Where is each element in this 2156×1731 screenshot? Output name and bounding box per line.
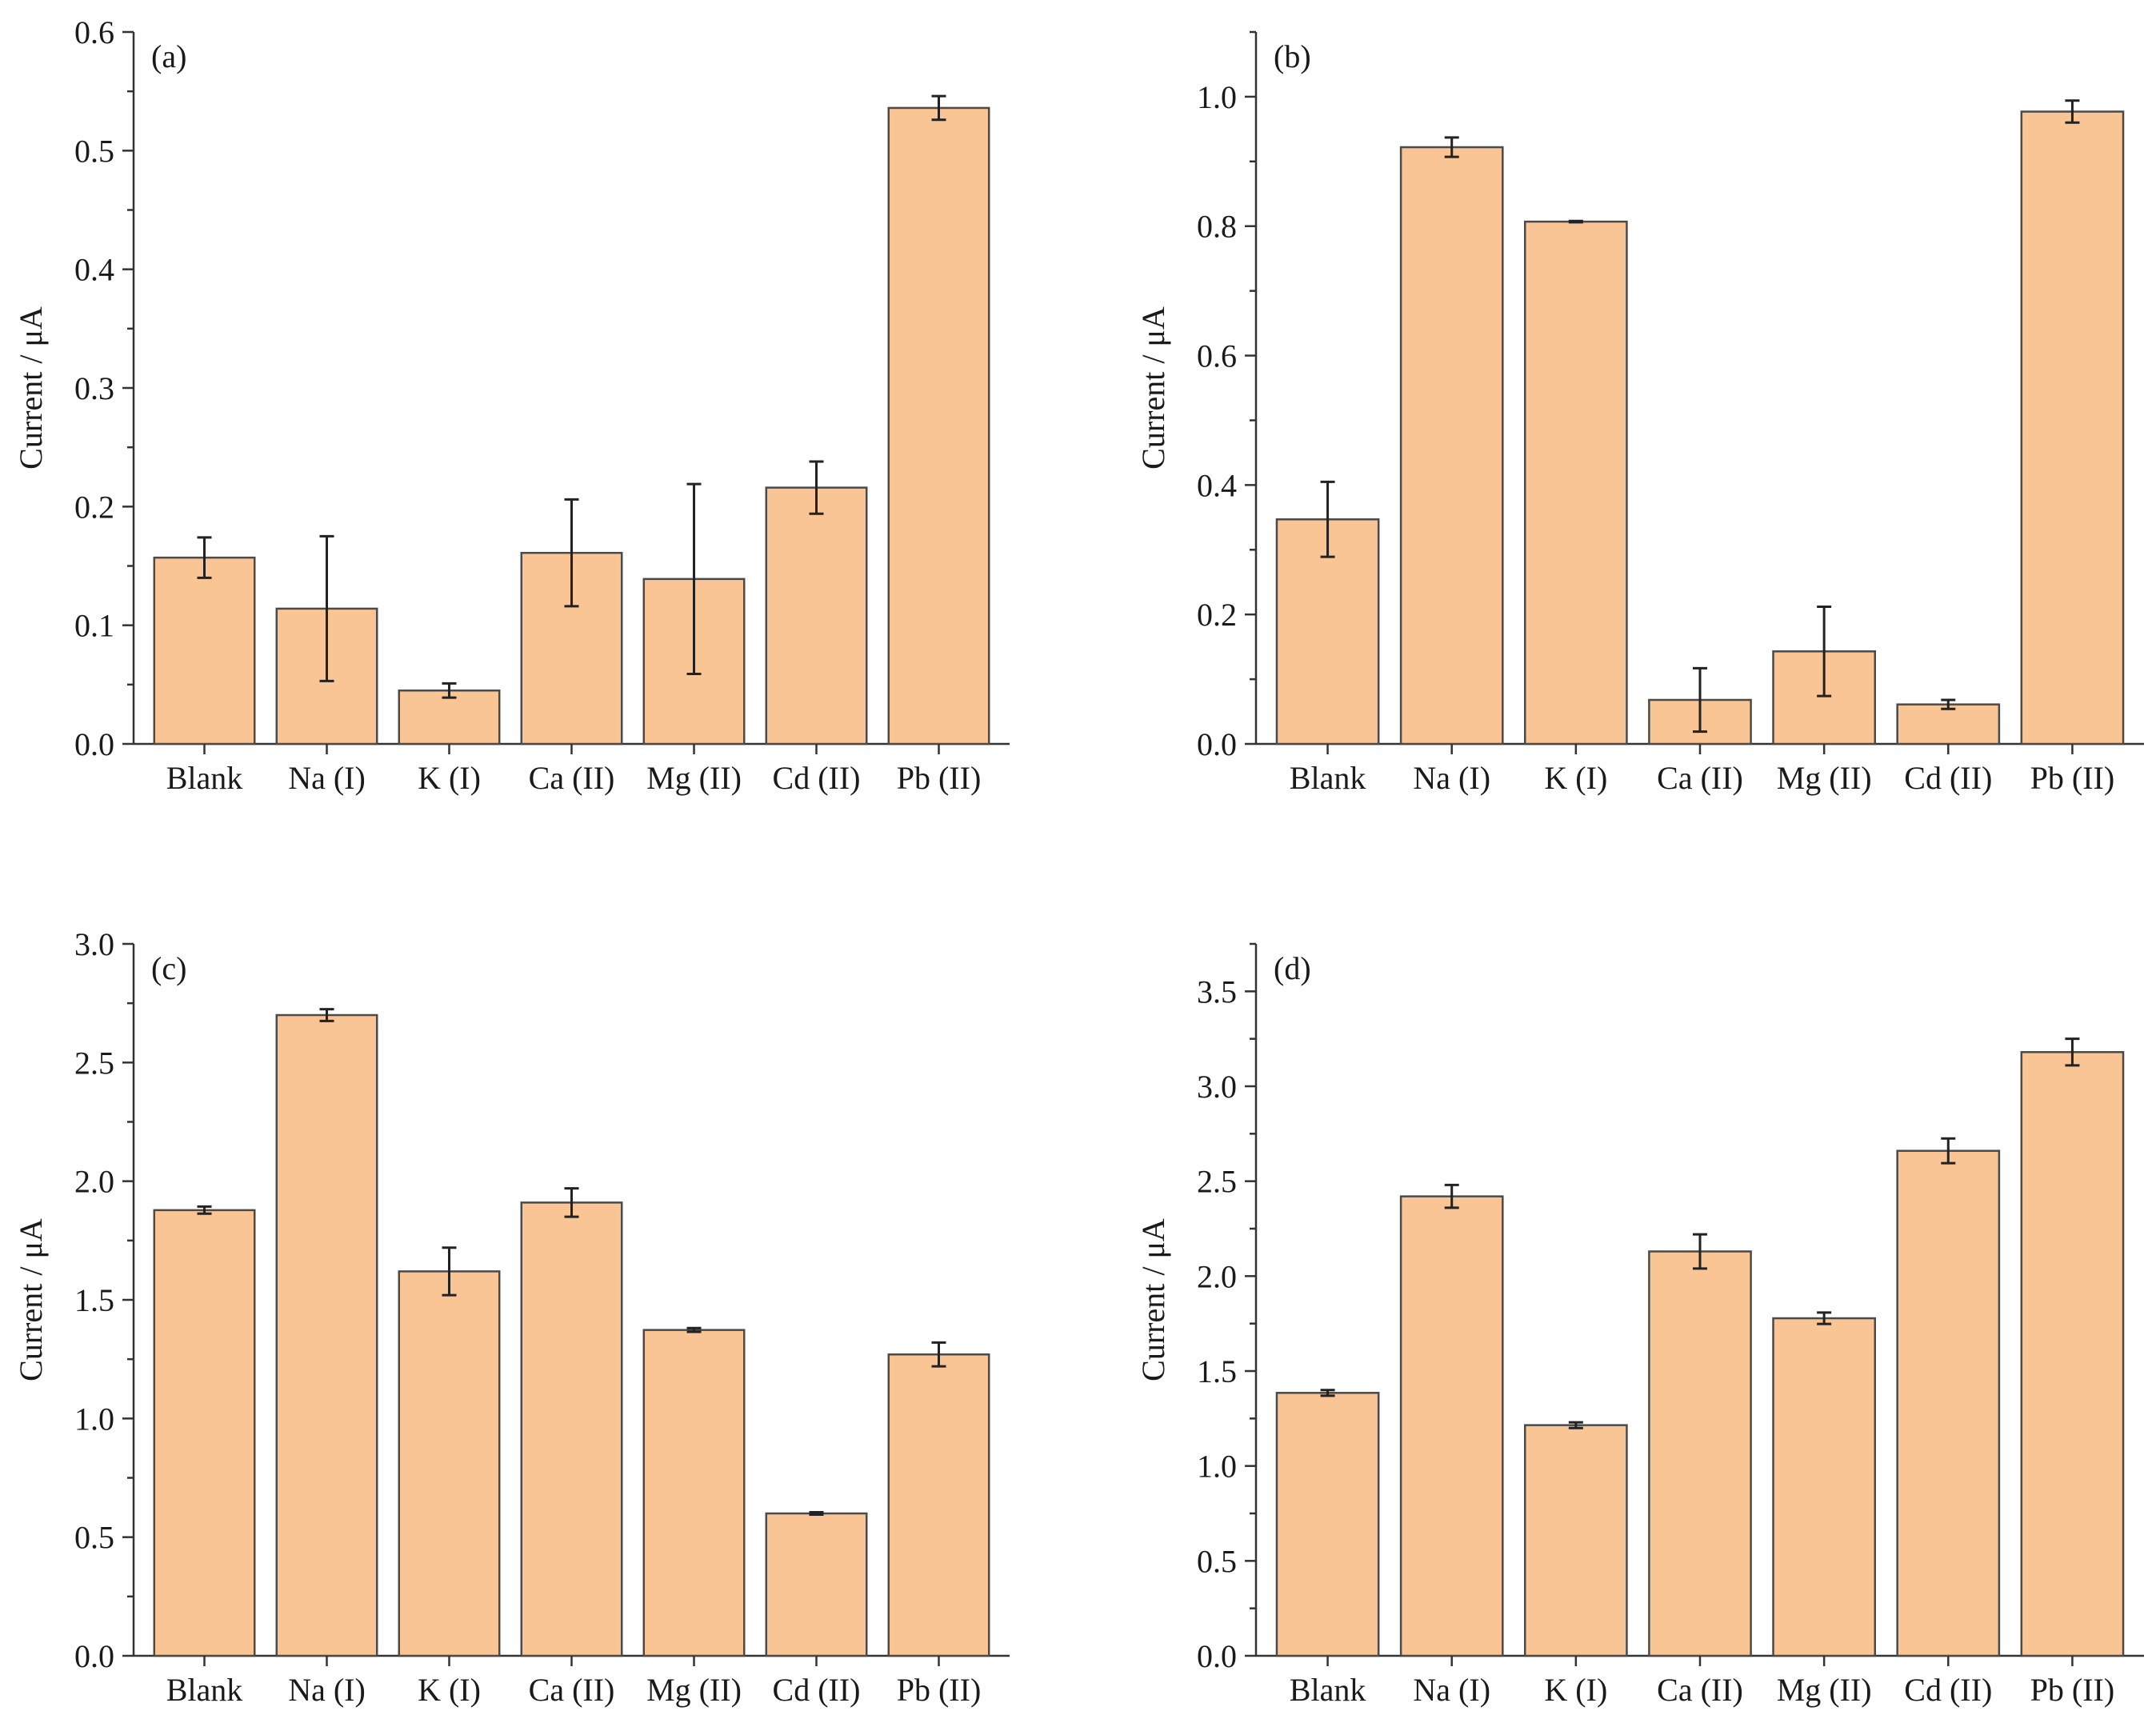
bar-4 [520, 1201, 623, 1657]
y-tick-label: 1.5 [1197, 1353, 1237, 1389]
x-tick-label: Ca (II) [1657, 760, 1743, 796]
y-tick-label: 0.2 [1197, 597, 1237, 633]
y-tick-label: 0.6 [1197, 338, 1237, 374]
x-tick-label: Cd (II) [1904, 1672, 1992, 1708]
x-tick-label: Ca (II) [1657, 1672, 1743, 1708]
y-tick-label: 1.0 [1197, 79, 1237, 115]
x-tick-label: Pb (II) [897, 760, 982, 796]
y-tick-label: 0.0 [74, 1638, 114, 1674]
chart-panel-4: 0.0 0.5 1.0 1.5 2.0 2.5 3.0 3.5 Current / μA (d) B… [1135, 942, 2144, 1708]
x-tick-label: Pb (II) [2030, 760, 2115, 796]
x-tick-label: Na (I) [1413, 1672, 1490, 1708]
panel-tag: (c) [151, 950, 186, 986]
bar-1 [153, 1209, 256, 1657]
x-tick-label: Na (I) [1413, 760, 1490, 796]
y-tick-label: 2.0 [1197, 1258, 1237, 1294]
x-tick-label: Mg (II) [646, 760, 742, 796]
y-tick-label: 1.0 [74, 1401, 114, 1437]
bar-7 [887, 1353, 990, 1657]
x-tick-label: Mg (II) [646, 1672, 742, 1708]
y-tick-label: 0.5 [74, 1520, 114, 1556]
bar-2 [275, 1013, 378, 1657]
y-tick-label: 2.5 [1197, 1164, 1237, 1200]
chart-panel-2: 0.0 0.2 0.4 0.6 0.8 1.0 Current / μA (b) Blank Na… [1135, 30, 2144, 796]
x-tick-label: Na (I) [288, 760, 366, 796]
bar-5 [1772, 1317, 1877, 1657]
y-tick-label: 3.5 [1197, 973, 1237, 1009]
bar-2 [1399, 146, 1504, 746]
bar-3 [1523, 1424, 1628, 1657]
bar-1 [153, 556, 256, 746]
y-tick-label: 0.3 [74, 370, 114, 406]
bar-6 [765, 486, 868, 746]
bar-3 [1523, 220, 1628, 746]
x-tick-label: Ca (II) [529, 760, 615, 796]
x-tick-label: Pb (II) [2030, 1672, 2115, 1708]
y-tick-label: 2.0 [74, 1164, 114, 1200]
bar-3 [398, 690, 501, 746]
x-tick-label: K (I) [418, 1672, 481, 1708]
y-tick-label: 0.0 [74, 726, 114, 762]
y-tick-label: 1.0 [1197, 1449, 1237, 1485]
y-tick-label: 3.0 [74, 926, 114, 962]
y-tick-label: 0.0 [1197, 726, 1237, 762]
bar-4 [1648, 1250, 1752, 1657]
x-tick-label: Cd (II) [1904, 760, 1992, 796]
y-axis-title: Current / μA [13, 306, 49, 470]
y-tick-label: 0.6 [74, 14, 114, 50]
x-tick-label: Cd (II) [773, 760, 861, 796]
x-tick-label: K (I) [1544, 760, 1607, 796]
x-tick-label: Blank [1290, 1672, 1366, 1708]
y-tick-label: 3.0 [1197, 1069, 1237, 1105]
x-tick-label: Na (I) [288, 1672, 366, 1708]
x-tick-label: Ca (II) [529, 1672, 615, 1708]
panel-tag: (b) [1274, 38, 1311, 74]
y-tick-label: 0.1 [74, 608, 114, 644]
bar-5 [642, 1329, 746, 1657]
panel-tag: (d) [1274, 950, 1311, 986]
x-tick-label: K (I) [418, 760, 481, 796]
x-tick-label: Pb (II) [897, 1672, 982, 1708]
bar-2 [1399, 1195, 1504, 1657]
bar-3 [398, 1270, 501, 1657]
bar-6 [1896, 1149, 2001, 1657]
x-tick-label: Blank [166, 1672, 243, 1708]
bar-7 [887, 106, 990, 746]
bar-7 [2020, 1051, 2125, 1657]
bar-7 [2020, 110, 2125, 746]
x-tick-label: Mg (II) [1777, 1672, 1872, 1708]
y-axis-title: Current / μA [1135, 306, 1171, 470]
y-axis-title: Current / μA [13, 1218, 49, 1381]
bar-1 [1275, 1392, 1380, 1657]
x-tick-label: K (I) [1544, 1672, 1607, 1708]
x-tick-label: Blank [1290, 760, 1366, 796]
y-tick-label: 0.4 [1197, 467, 1237, 503]
x-tick-label: Cd (II) [773, 1672, 861, 1708]
y-tick-label: 0.2 [74, 489, 114, 525]
x-tick-label: Mg (II) [1777, 760, 1872, 796]
y-tick-label: 0.8 [1197, 209, 1237, 245]
chart-panel-1: 0.0 0.1 0.2 0.3 0.4 0.5 0.6 Current / μA (a) Blan… [13, 14, 1010, 796]
y-tick-label: 0.4 [74, 252, 114, 288]
x-tick-label: Blank [166, 760, 243, 796]
y-axis-title: Current / μA [1135, 1218, 1171, 1381]
y-tick-label: 2.5 [74, 1045, 114, 1081]
bar-6 [765, 1512, 868, 1657]
y-tick-label: 0.5 [74, 133, 114, 169]
y-tick-label: 0.5 [1197, 1543, 1237, 1579]
y-tick-label: 1.5 [74, 1282, 114, 1318]
panel-tag: (a) [151, 38, 186, 74]
y-tick-label: 0.0 [1197, 1638, 1237, 1674]
chart-panel-3: 0.0 0.5 1.0 1.5 2.0 2.5 3.0 Current / μA (c) Blan… [13, 926, 1010, 1708]
bar-6 [1896, 703, 2001, 746]
